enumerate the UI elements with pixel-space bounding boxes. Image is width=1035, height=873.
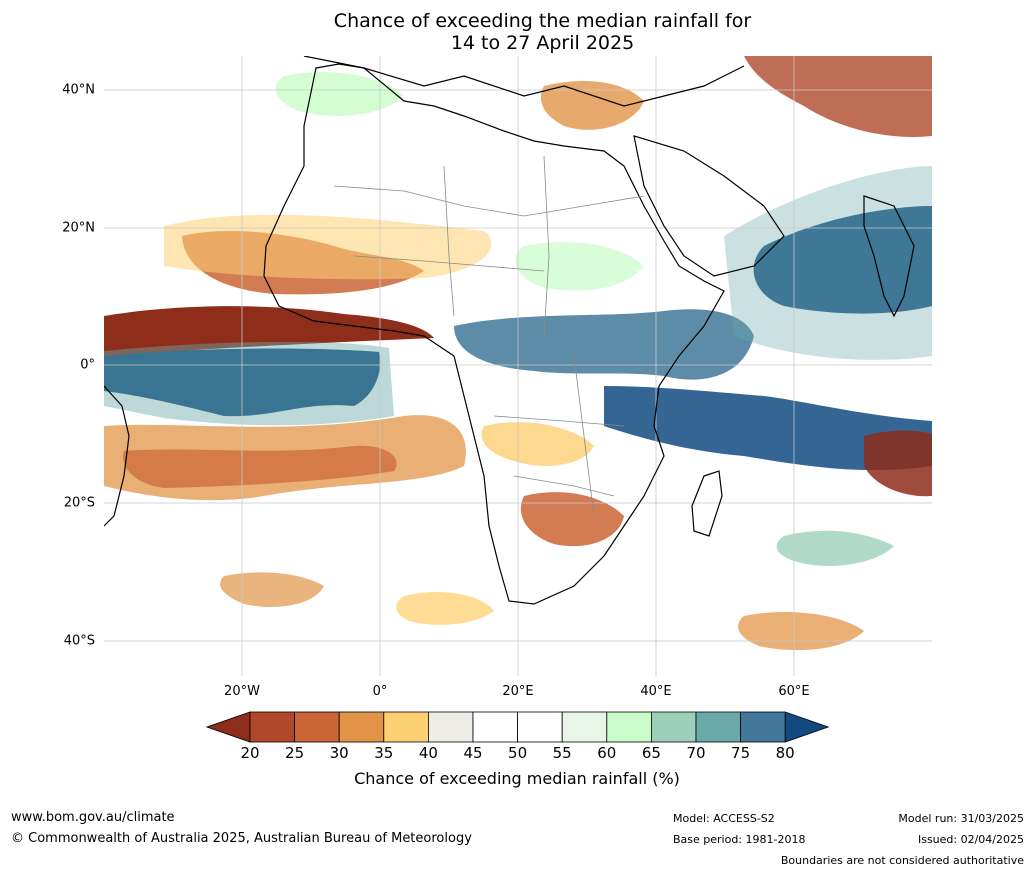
coastlines bbox=[104, 56, 915, 605]
footer-boundaries-note: Boundaries are not considered authoritat… bbox=[780, 854, 1024, 867]
dry-patch-east-indian-ocean bbox=[864, 430, 932, 497]
colorbar-cell bbox=[294, 711, 340, 743]
border-6 bbox=[513, 475, 615, 497]
colorbar-tick-label: 25 bbox=[285, 744, 305, 762]
footer-website: www.bom.gov.au/climate bbox=[11, 810, 175, 825]
colorbar-cell bbox=[472, 711, 518, 743]
lon-label-20w: 20°W bbox=[224, 684, 260, 699]
wet-patch-central-africa bbox=[454, 309, 754, 380]
colorbar-tick-label: 65 bbox=[641, 744, 661, 762]
wet-light-south bbox=[776, 530, 894, 566]
country-borders bbox=[333, 155, 645, 517]
graticule bbox=[104, 56, 932, 676]
lat-label-40s: 40°S bbox=[63, 633, 95, 649]
lon-label-60e: 60°E bbox=[778, 684, 810, 699]
dry-patch-central-south bbox=[481, 422, 594, 466]
india-coastline bbox=[863, 195, 915, 318]
colorbar-tick-label: 30 bbox=[329, 744, 349, 762]
madagascar-coastline bbox=[691, 470, 723, 537]
lat-label-40n: 40°N bbox=[62, 82, 95, 98]
colorbar-cell bbox=[740, 711, 786, 743]
footer-model: Model: ACCESS-S2 bbox=[673, 812, 775, 825]
colorbar-tick-label: 45 bbox=[463, 744, 483, 762]
colorbar-cell bbox=[695, 711, 741, 743]
dry-patch-south-atlantic-core bbox=[123, 445, 397, 488]
colorbar-cell bbox=[606, 711, 652, 743]
dry-patch-middle-east bbox=[744, 56, 932, 137]
border-3 bbox=[443, 165, 455, 317]
lat-label-20n: 20°N bbox=[62, 220, 95, 236]
colorbar-tick-label: 35 bbox=[374, 744, 394, 762]
colorbar-arrow-high bbox=[784, 711, 830, 743]
colorbar-cell bbox=[427, 711, 474, 743]
wet-fringe-atlantic bbox=[104, 341, 394, 426]
colorbar-tick-label: 55 bbox=[552, 744, 572, 762]
dry-patch-mediterranean bbox=[540, 81, 644, 130]
dry-patch-atlantic-north bbox=[104, 306, 434, 356]
border-5 bbox=[493, 415, 625, 427]
europe-coastline bbox=[303, 56, 745, 107]
colorbar-tick-label: 40 bbox=[418, 744, 438, 762]
footer-model-run: Model run: 31/03/2025 bbox=[898, 812, 1024, 825]
colorbar-cells bbox=[206, 711, 830, 743]
colorbar bbox=[206, 711, 830, 743]
footer-base-period: Base period: 1981-2018 bbox=[673, 833, 806, 846]
lat-label-0: 0° bbox=[80, 357, 95, 373]
colorbar-tick-label: 50 bbox=[508, 744, 528, 762]
map-canvas bbox=[104, 56, 932, 676]
colorbar-cell bbox=[338, 711, 385, 743]
lon-label-20e: 20°E bbox=[502, 684, 534, 699]
colorbar-arrow-low bbox=[206, 711, 251, 743]
lon-label-0: 0° bbox=[372, 684, 388, 699]
wet-light-sahara bbox=[515, 242, 644, 291]
colorbar-tick-label: 70 bbox=[686, 744, 706, 762]
colorbar-cell bbox=[650, 711, 697, 743]
colorbar-cell bbox=[561, 711, 608, 743]
title-line-2: 14 to 27 April 2025 bbox=[450, 32, 635, 54]
colorbar-cell bbox=[517, 711, 563, 743]
lon-label-40e: 40°E bbox=[640, 684, 672, 699]
africa-coastline bbox=[263, 63, 725, 605]
colorbar-tick-label: 75 bbox=[731, 744, 751, 762]
border-4 bbox=[543, 155, 550, 337]
footer-copyright: © Commonwealth of Australia 2025, Austra… bbox=[11, 831, 472, 846]
colorbar-tick-label: 20 bbox=[240, 744, 260, 762]
dry-patch-south-ocean-3 bbox=[396, 591, 494, 625]
wet-light-north bbox=[275, 72, 404, 116]
arabia-coastline bbox=[633, 135, 785, 277]
rainfall-map bbox=[104, 56, 932, 676]
lat-label-20s: 20°S bbox=[63, 495, 95, 511]
dry-patch-southern-africa bbox=[520, 492, 624, 547]
colorbar-label: Chance of exceeding median rainfall (%) bbox=[354, 769, 680, 788]
colorbar-tick-label: 60 bbox=[597, 744, 617, 762]
wet-fringe-indian-ocean bbox=[724, 166, 932, 360]
chart-title: Chance of exceeding the median rainfall … bbox=[0, 10, 1035, 54]
colorbar-tick-label: 80 bbox=[775, 744, 795, 762]
anomaly-patches bbox=[104, 56, 932, 651]
dry-patch-south-ocean-1 bbox=[220, 572, 324, 607]
light-dry-sahel bbox=[164, 214, 492, 280]
border-1 bbox=[333, 185, 645, 217]
wet-patch-east-africa bbox=[604, 386, 932, 471]
title-line-1: Chance of exceeding the median rainfall … bbox=[333, 10, 752, 32]
footer-issued: Issued: 02/04/2025 bbox=[917, 833, 1024, 846]
south-america-coastline bbox=[104, 385, 130, 527]
colorbar-cell bbox=[249, 711, 295, 743]
wet-patch-indian-ocean bbox=[753, 206, 932, 314]
border-2 bbox=[353, 255, 545, 272]
border-7 bbox=[573, 355, 595, 517]
dry-patch-south-ocean-2 bbox=[738, 611, 864, 651]
colorbar-cell bbox=[383, 711, 429, 743]
